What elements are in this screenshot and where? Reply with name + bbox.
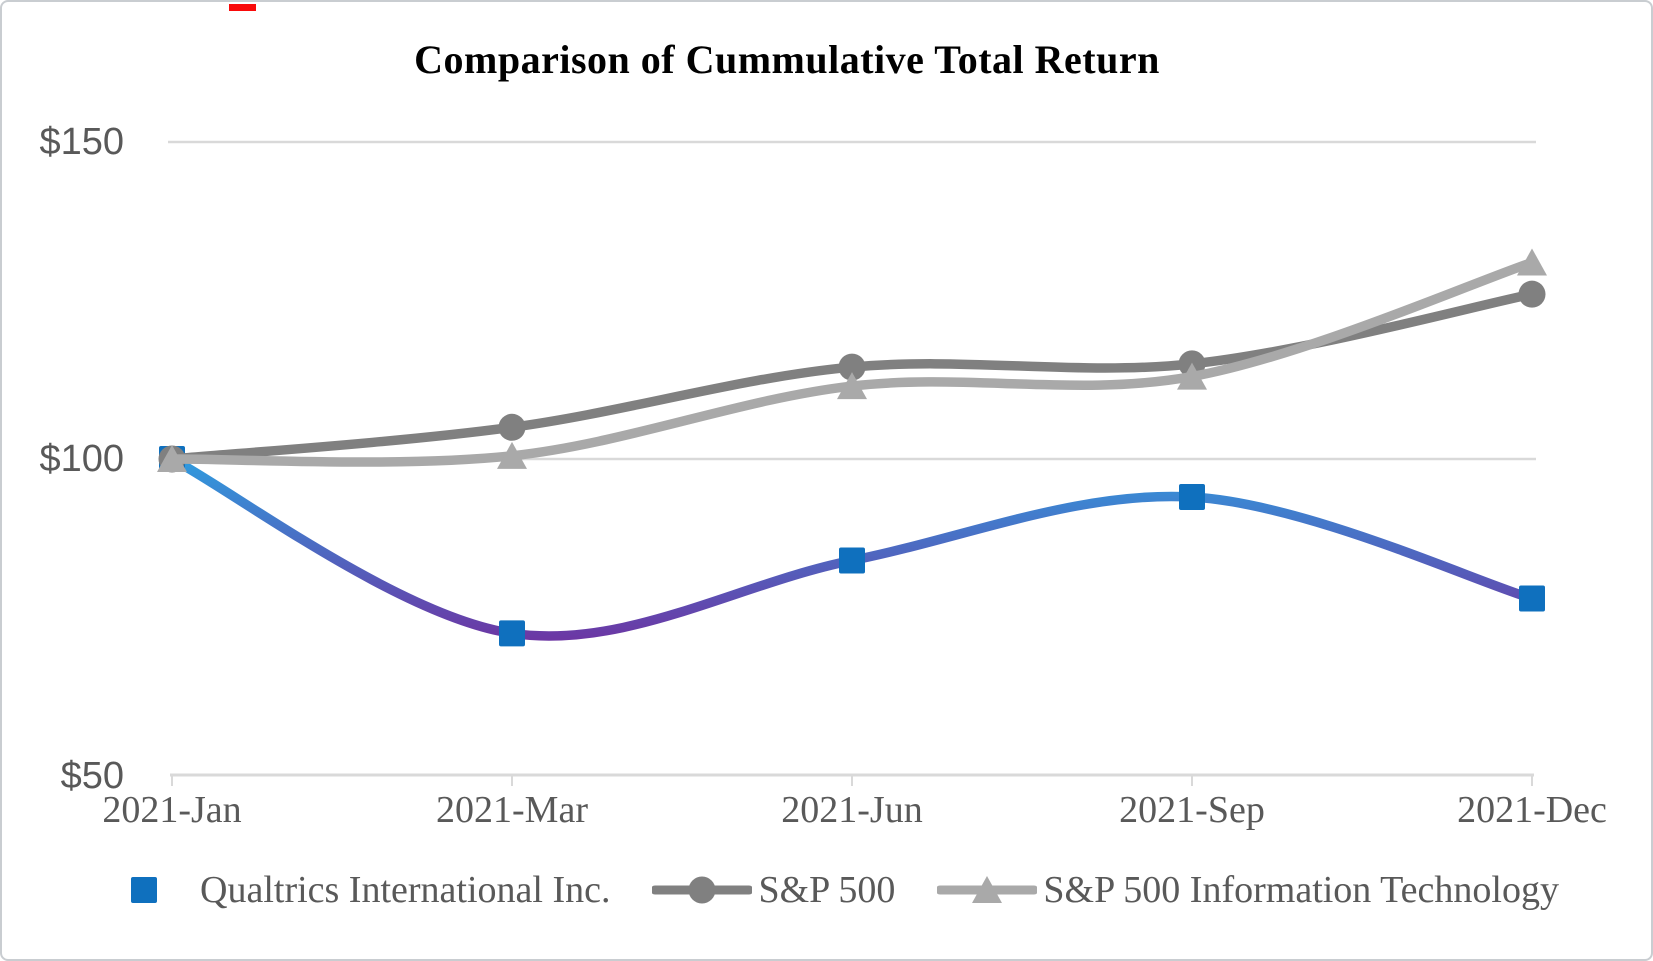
data-point-qualtrics-1	[499, 620, 525, 647]
data-point-sp500-it-2	[837, 372, 867, 400]
data-point-qualtrics-3	[1179, 484, 1205, 511]
y-axis-label-50: $50	[60, 755, 124, 797]
data-point-sp500-it-0	[157, 445, 187, 472]
legend-label-sp500-it: S&P 500 Information Technology	[1043, 869, 1559, 911]
chart-legend: Qualtrics International Inc. S&P 500 S&P…	[2, 868, 1651, 912]
y-axis-label-100: $100	[39, 438, 124, 480]
legend-sample-marker-sp500-it	[972, 876, 1003, 903]
y-axis-label-150: $150	[39, 121, 124, 163]
legend-item-sp500: S&P 500	[652, 868, 895, 912]
data-point-qualtrics-4	[1519, 585, 1545, 612]
circle-marker-icon	[652, 876, 753, 904]
chart-title: Comparison of Cummulative Total Return	[414, 37, 1160, 82]
x-axis-label-jun: 2021-Jun	[781, 789, 923, 831]
triangle-marker-icon	[937, 876, 1038, 903]
red-mark	[229, 4, 256, 11]
data-point-sp500-1	[498, 413, 526, 441]
legend-label-sp500: S&P 500	[758, 869, 896, 911]
data-point-sp500-4	[1518, 280, 1546, 308]
data-point-qualtrics-2	[839, 547, 865, 574]
series-sp500-it	[157, 248, 1547, 472]
x-axis-label-jan: 2021-Jan	[102, 789, 242, 831]
data-point-sp500-2	[838, 353, 866, 381]
legend-item-qualtrics: Qualtrics International Inc.	[94, 868, 610, 912]
x-axis-label-mar: 2021-Mar	[436, 789, 588, 831]
data-point-sp500-it-1	[497, 441, 527, 469]
legend-item-sp500-it: S&P 500 Information Technology	[937, 868, 1559, 912]
x-axis-label-sep: 2021-Sep	[1119, 789, 1265, 831]
data-point-sp500-it-3	[1177, 362, 1207, 390]
data-point-sp500-it-4	[1517, 248, 1547, 276]
series-qualtrics	[159, 446, 1545, 647]
legend-sample-marker-qualtrics	[131, 877, 158, 903]
legend-label-qualtrics: Qualtrics International Inc.	[200, 869, 611, 911]
x-axis-label-dec: 2021-Dec	[1457, 789, 1607, 831]
square-marker-icon	[94, 877, 195, 903]
legend-sample-marker-sp500	[688, 876, 716, 904]
